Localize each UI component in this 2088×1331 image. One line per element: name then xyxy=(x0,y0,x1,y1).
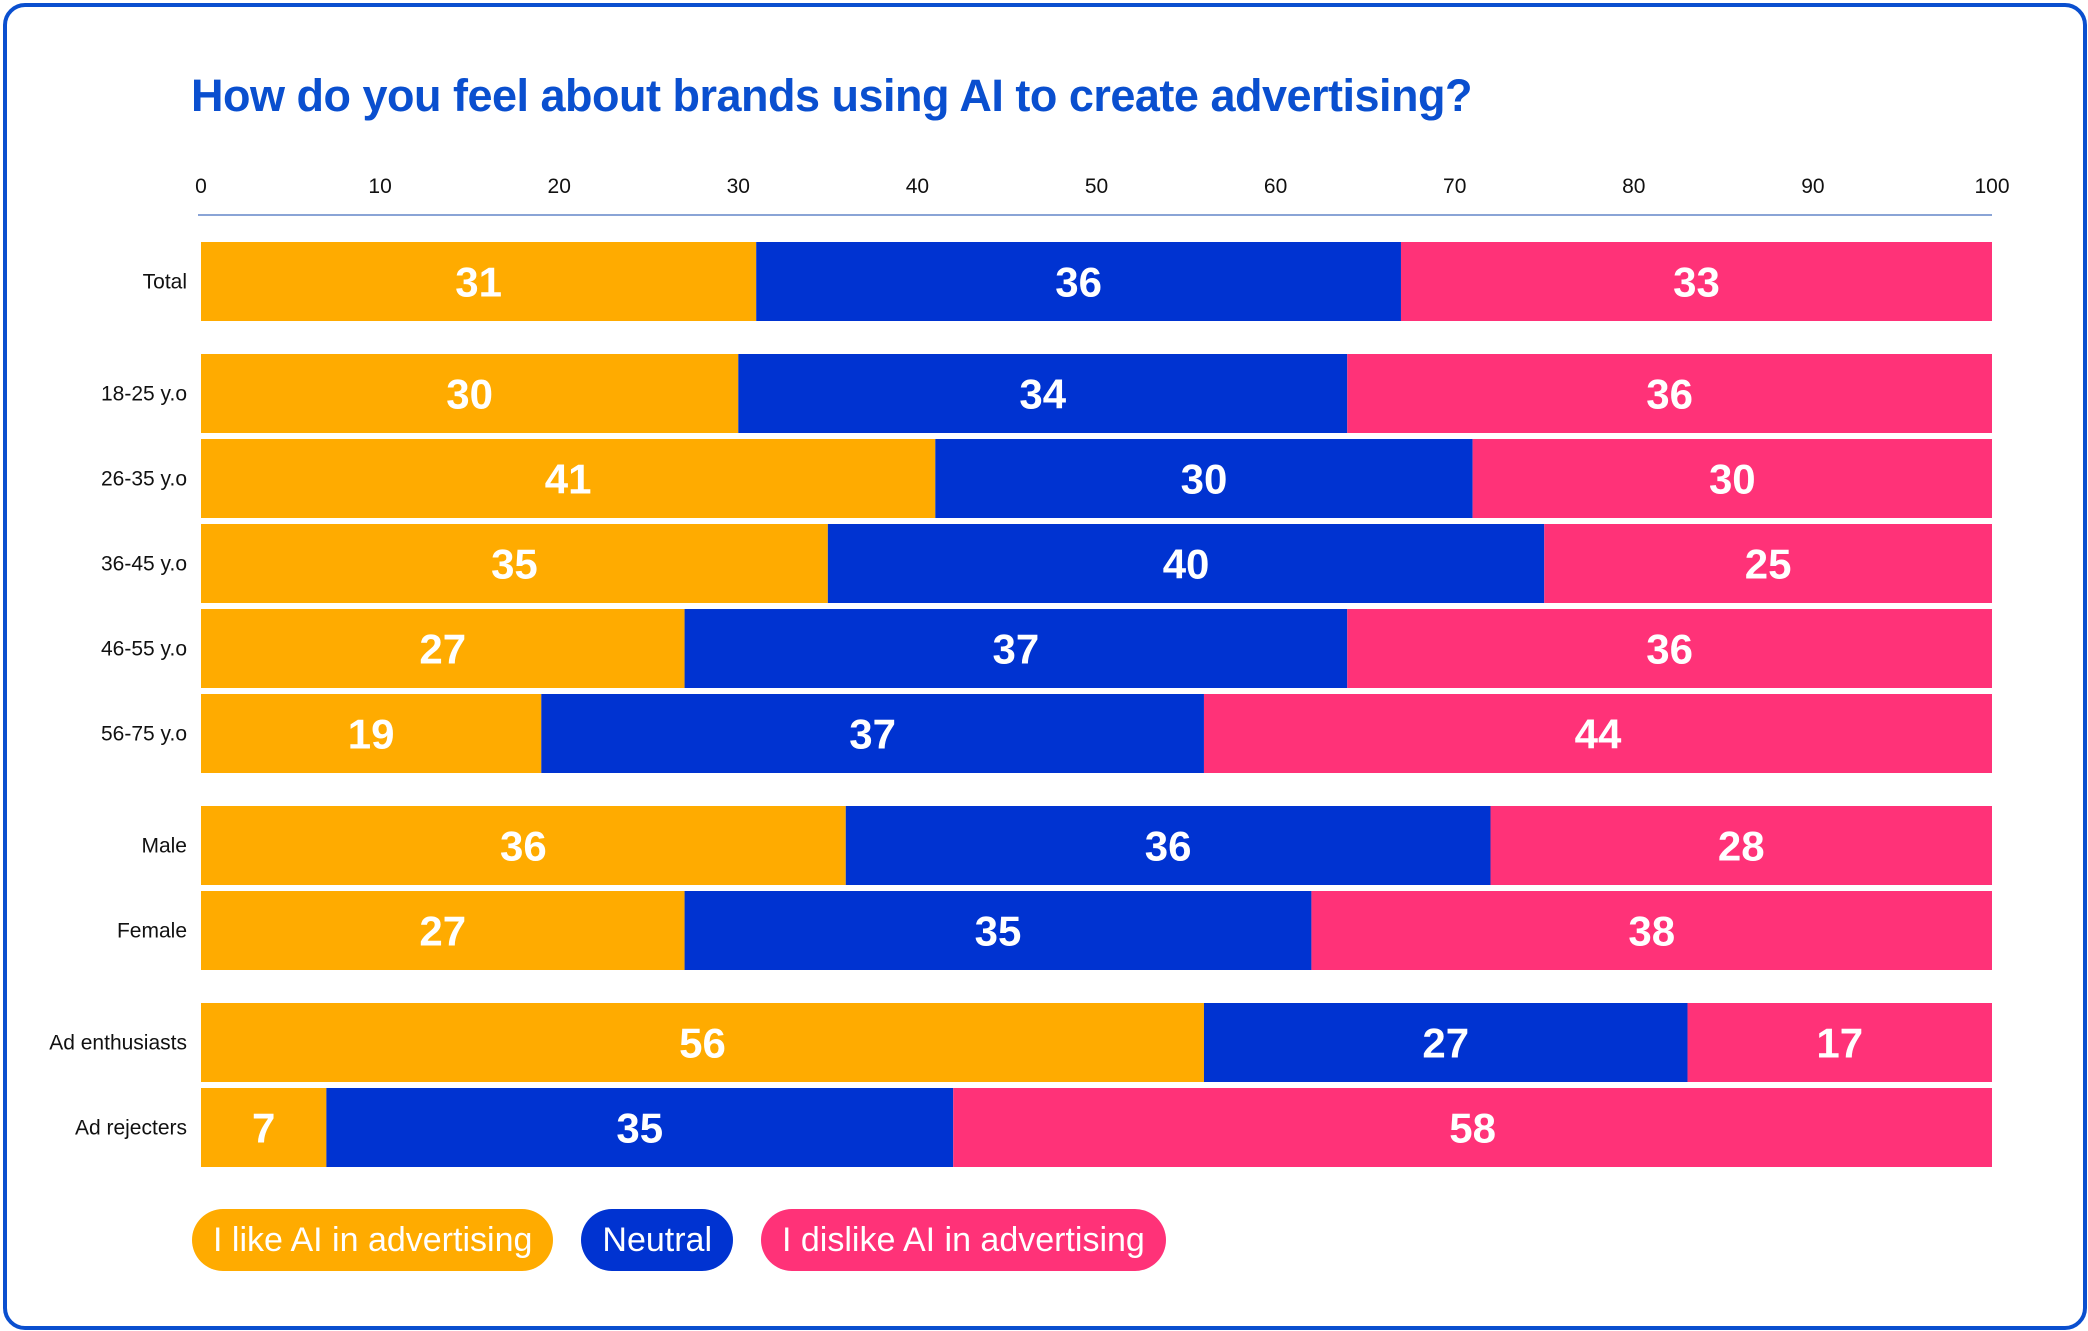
x-tick-label: 60 xyxy=(1264,175,1287,198)
bar-segment-36-45-y-o-i-like-ai-in-advertising xyxy=(201,524,828,603)
data-label-26-35-y-o-i-dislike-ai-in-advertising: 30 xyxy=(1709,456,1756,503)
bar-segment-male-neutral xyxy=(845,806,1491,885)
data-label-36-45-y-o-neutral: 40 xyxy=(1163,541,1210,588)
row-label-46-55-y-o: 46-55 y.o xyxy=(101,638,187,661)
bar-segment-26-35-y-o-i-dislike-ai-in-advertising xyxy=(1472,439,1992,518)
row-label-female: Female xyxy=(117,920,187,943)
bar-segment-total-neutral xyxy=(756,242,1401,321)
data-label-female-i-dislike-ai-in-advertising: 38 xyxy=(1628,908,1675,955)
data-label-ad-enthusiasts-i-dislike-ai-in-advertising: 17 xyxy=(1816,1020,1863,1067)
bar-segment-male-i-like-ai-in-advertising xyxy=(201,806,846,885)
x-tick-label: 20 xyxy=(548,175,571,198)
x-tick-label: 40 xyxy=(906,175,929,198)
data-label-46-55-y-o-neutral: 37 xyxy=(993,626,1040,673)
row-label-ad-enthusiasts: Ad enthusiasts xyxy=(49,1032,187,1055)
data-label-total-neutral: 36 xyxy=(1055,259,1102,306)
chart-legend: I like AI in advertising Neutral I dislike… xyxy=(192,1209,1166,1271)
row-label-total: Total xyxy=(143,271,187,294)
row-label-36-45-y-o: 36-45 y.o xyxy=(101,553,187,576)
bar-segment-36-45-y-o-neutral xyxy=(827,524,1545,603)
data-label-46-55-y-o-i-dislike-ai-in-advertising: 36 xyxy=(1646,626,1693,673)
data-label-36-45-y-o-i-like-ai-in-advertising: 35 xyxy=(491,541,538,588)
bar-segment-female-i-like-ai-in-advertising xyxy=(201,891,685,970)
data-label-18-25-y-o-i-like-ai-in-advertising: 30 xyxy=(446,371,493,418)
x-tick-label: 30 xyxy=(727,175,750,198)
row-label-male: Male xyxy=(141,835,187,858)
bar-segment-56-75-y-o-i-like-ai-in-advertising xyxy=(201,694,542,773)
data-label-ad-rejecters-i-dislike-ai-in-advertising: 58 xyxy=(1449,1105,1496,1152)
row-label-18-25-y-o: 18-25 y.o xyxy=(101,383,187,406)
data-label-18-25-y-o-i-dislike-ai-in-advertising: 36 xyxy=(1646,371,1693,418)
bar-segment-18-25-y-o-i-like-ai-in-advertising xyxy=(201,354,739,433)
x-tick-label: 90 xyxy=(1801,175,1824,198)
data-label-female-i-like-ai-in-advertising: 27 xyxy=(419,908,466,955)
bar-segment-male-i-dislike-ai-in-advertising xyxy=(1490,806,1992,885)
bar-segment-total-i-dislike-ai-in-advertising xyxy=(1400,242,1992,321)
row-label-26-35-y-o: 26-35 y.o xyxy=(101,468,187,491)
bar-segment-26-35-y-o-i-like-ai-in-advertising xyxy=(201,439,936,518)
data-label-ad-enthusiasts-neutral: 27 xyxy=(1422,1020,1469,1067)
row-label-ad-rejecters: Ad rejecters xyxy=(75,1117,187,1140)
data-label-18-25-y-o-neutral: 34 xyxy=(1019,371,1066,418)
data-label-46-55-y-o-i-like-ai-in-advertising: 27 xyxy=(419,626,466,673)
bar-segment-total-i-like-ai-in-advertising xyxy=(201,242,757,321)
data-label-56-75-y-o-i-like-ai-in-advertising: 19 xyxy=(348,711,395,758)
data-label-26-35-y-o-neutral: 30 xyxy=(1181,456,1228,503)
data-label-ad-enthusiasts-i-like-ai-in-advertising: 56 xyxy=(679,1020,726,1067)
bar-segment-ad-rejecters-i-like-ai-in-advertising xyxy=(201,1088,327,1167)
bar-segment-female-neutral xyxy=(684,891,1312,970)
bar-segment-56-75-y-o-i-dislike-ai-in-advertising xyxy=(1203,694,1992,773)
x-tick-label: 80 xyxy=(1622,175,1645,198)
bar-segment-26-35-y-o-neutral xyxy=(935,439,1473,518)
bar-segment-56-75-y-o-neutral xyxy=(541,694,1204,773)
data-label-male-neutral: 36 xyxy=(1145,823,1192,870)
bar-segment-36-45-y-o-i-dislike-ai-in-advertising xyxy=(1544,524,1992,603)
legend-item-i-dislike-ai-in-advertising: I dislike AI in advertising xyxy=(761,1209,1166,1271)
x-tick-label: 100 xyxy=(1974,175,2009,198)
data-label-ad-rejecters-neutral: 35 xyxy=(616,1105,663,1152)
bar-segment-ad-rejecters-neutral xyxy=(326,1088,954,1167)
data-label-36-45-y-o-i-dislike-ai-in-advertising: 25 xyxy=(1745,541,1792,588)
data-label-total-i-dislike-ai-in-advertising: 33 xyxy=(1673,259,1720,306)
legend-item-neutral: Neutral xyxy=(581,1209,733,1271)
x-tick-label: 10 xyxy=(368,175,391,198)
data-label-male-i-like-ai-in-advertising: 36 xyxy=(500,823,547,870)
data-label-56-75-y-o-neutral: 37 xyxy=(849,711,896,758)
bar-segment-ad-rejecters-i-dislike-ai-in-advertising xyxy=(953,1088,1992,1167)
bar-segment-female-i-dislike-ai-in-advertising xyxy=(1311,891,1992,970)
bar-segment-ad-enthusiasts-i-dislike-ai-in-advertising xyxy=(1687,1003,1992,1082)
data-label-26-35-y-o-i-like-ai-in-advertising: 41 xyxy=(545,456,592,503)
bar-segment-46-55-y-o-i-dislike-ai-in-advertising xyxy=(1347,609,1992,688)
legend-item-i-like-ai-in-advertising: I like AI in advertising xyxy=(192,1209,554,1271)
x-tick-label: 0 xyxy=(195,175,207,198)
data-label-male-i-dislike-ai-in-advertising: 28 xyxy=(1718,823,1765,870)
data-label-56-75-y-o-i-dislike-ai-in-advertising: 44 xyxy=(1575,711,1622,758)
bar-segment-18-25-y-o-neutral xyxy=(738,354,1348,433)
data-label-female-neutral: 35 xyxy=(975,908,1022,955)
data-label-ad-rejecters-i-like-ai-in-advertising: 7 xyxy=(252,1105,275,1152)
bar-segment-ad-enthusiasts-i-like-ai-in-advertising xyxy=(201,1003,1204,1082)
data-label-total-i-like-ai-in-advertising: 31 xyxy=(455,259,502,306)
bar-segment-18-25-y-o-i-dislike-ai-in-advertising xyxy=(1347,354,1992,433)
chart-title: How do you feel about brands using AI to… xyxy=(191,70,1473,121)
x-tick-label: 70 xyxy=(1443,175,1466,198)
x-tick-label: 50 xyxy=(1085,175,1108,198)
row-label-56-75-y-o: 56-75 y.o xyxy=(101,723,187,746)
bar-segment-46-55-y-o-neutral xyxy=(684,609,1348,688)
bar-segment-46-55-y-o-i-like-ai-in-advertising xyxy=(201,609,685,688)
bar-segment-ad-enthusiasts-neutral xyxy=(1203,1003,1688,1082)
